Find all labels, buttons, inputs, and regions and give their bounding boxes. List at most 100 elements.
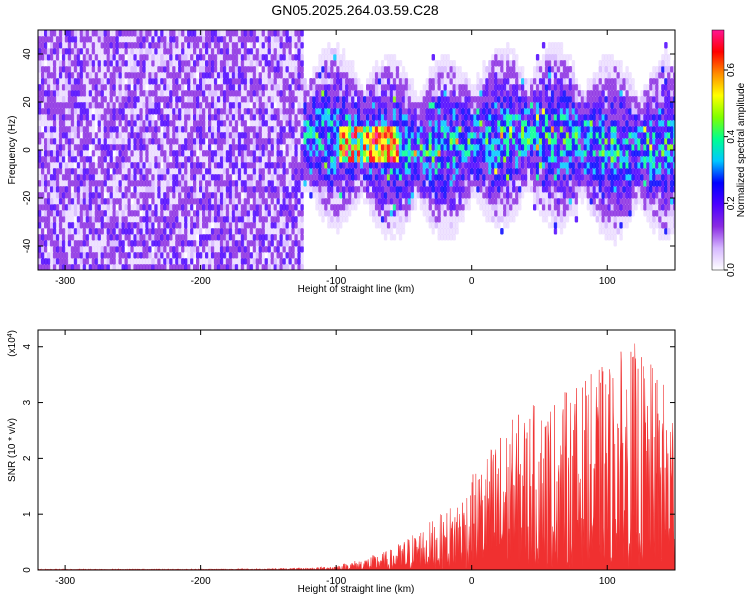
- spectrogram-cell: [178, 126, 182, 133]
- spectrogram-cell: [398, 150, 403, 157]
- spectrogram-cell: [55, 174, 60, 181]
- spectrogram-cell: [160, 84, 164, 91]
- spectrogram-cell: [178, 120, 182, 127]
- spectrogram-cell: [109, 210, 113, 217]
- spectrogram-cell: [237, 138, 242, 145]
- spectrogram-cell: [172, 168, 176, 175]
- spectrogram-cell: [145, 66, 149, 73]
- spectrogram-cell: [261, 72, 265, 79]
- spectrogram-cell: [258, 168, 262, 175]
- spectrogram-cell: [276, 228, 280, 235]
- spectrogram-cell: [440, 120, 444, 127]
- figure-title: GN05.2025.264.03.59.C28: [271, 2, 439, 18]
- spectrogram-cell: [49, 120, 54, 127]
- spectrogram-cell: [41, 264, 45, 270]
- spectrogram-cell: [142, 54, 146, 61]
- spectrogram-cell: [309, 90, 313, 97]
- spectrogram-cell: [282, 54, 286, 61]
- spectrogram-cell: [142, 150, 146, 157]
- spectrogram-cell: [306, 126, 310, 133]
- spectrogram-cell: [264, 162, 268, 169]
- spectrogram-cell: [210, 72, 215, 79]
- spectrogram-cell: [246, 144, 251, 151]
- spectrogram-cell: [404, 144, 409, 151]
- spectrogram-cell: [425, 90, 429, 97]
- spectrogram-cell: [392, 96, 397, 103]
- spectrogram-cell: [184, 198, 188, 205]
- spectrogram-cell: [273, 60, 277, 67]
- spectrogram-cell: [372, 72, 376, 79]
- spectrogram-cell: [139, 66, 143, 73]
- spectrogram-cell: [237, 216, 242, 223]
- spectrogram-cell: [464, 192, 468, 199]
- spectrogram-cell: [193, 96, 197, 103]
- spectrogram-cell: [231, 186, 236, 193]
- spectrogram-cell: [52, 66, 57, 73]
- spectrogram-cell: [291, 186, 295, 193]
- spectrogram-cell: [437, 120, 441, 127]
- spectrogram-cell: [130, 252, 134, 259]
- spectrogram-cell: [404, 192, 409, 199]
- spectrogram-cell: [82, 222, 87, 229]
- spectrogram-cell: [163, 198, 167, 205]
- spectrogram-cell: [392, 72, 397, 79]
- spectrogram-cell: [291, 210, 295, 217]
- spectrogram-cell: [461, 72, 465, 79]
- spectrogram-cell: [41, 174, 45, 181]
- spectrogram-cell: [208, 114, 212, 121]
- spectrogram-cell: [351, 210, 355, 217]
- spectrogram-cell: [145, 204, 149, 211]
- spectrogram-cell: [407, 216, 412, 223]
- spectrogram-cell: [389, 66, 394, 73]
- spectrogram-cell: [205, 102, 209, 109]
- spectrogram-cell: [395, 72, 400, 79]
- spectrogram-cell: [294, 54, 298, 61]
- spectrogram-cell: [309, 132, 313, 139]
- spectrogram-cell: [333, 162, 337, 169]
- spectrogram-cell: [205, 168, 209, 175]
- spectrogram-cell: [44, 60, 48, 67]
- spectrogram-cell: [127, 126, 131, 133]
- spectrogram-cell: [91, 222, 96, 229]
- spectrogram-cell: [291, 216, 295, 223]
- spectrogram-cell: [184, 30, 188, 37]
- spectrogram-cell: [109, 204, 113, 211]
- spectrogram-cell: [38, 108, 42, 115]
- spectrogram-cell: [85, 258, 90, 265]
- spectrogram-cell: [428, 72, 432, 79]
- spectrogram-cell: [434, 192, 438, 199]
- spectrogram-cell: [264, 138, 268, 145]
- spectrogram-cell: [184, 132, 188, 139]
- spectrogram-cell: [196, 162, 200, 169]
- spectrogram-cell: [222, 228, 227, 235]
- spectrogram-cell: [208, 60, 212, 67]
- spectrogram-cell: [208, 246, 212, 253]
- spectrogram-cell: [416, 150, 421, 157]
- spectrogram-cell: [443, 174, 447, 181]
- spectrogram-cell: [136, 204, 140, 211]
- spectrogram-cell: [294, 186, 298, 193]
- spectrogram-cell: [264, 60, 268, 67]
- spectrogram-cell: [258, 228, 262, 235]
- spectrogram-cell: [58, 162, 63, 169]
- spectrogram-cell: [64, 174, 69, 181]
- spectrogram-cell: [136, 30, 140, 37]
- spectrogram-cell: [324, 72, 328, 79]
- spectrogram-cell: [169, 84, 173, 91]
- spectrogram-cell: [112, 54, 116, 61]
- spectrogram-cell: [231, 192, 236, 199]
- spectrogram-cell: [139, 264, 143, 270]
- spectrogram-cell: [61, 228, 66, 235]
- spectrogram-cell: [210, 216, 215, 223]
- spectrogram-cell: [175, 78, 179, 85]
- spectrogram-cell: [234, 252, 239, 259]
- spectrogram-cell: [70, 96, 75, 103]
- spectrogram-cell: [97, 162, 101, 169]
- spectrogram-cell: [452, 90, 456, 97]
- spectrogram-cell: [184, 90, 188, 97]
- spectrogram-cell: [237, 54, 242, 61]
- spectrogram-cell: [70, 108, 75, 115]
- spectrogram-cell: [151, 30, 155, 37]
- spectrogram-cell: [240, 36, 245, 43]
- spectrogram-cell: [109, 162, 113, 169]
